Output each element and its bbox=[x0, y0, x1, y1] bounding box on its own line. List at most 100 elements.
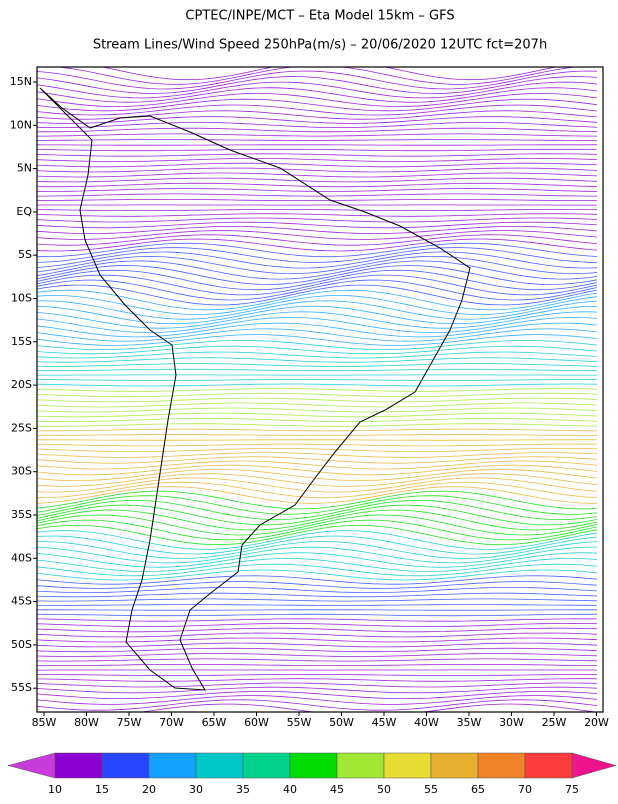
streamline bbox=[37, 398, 597, 402]
lon-label: 20W bbox=[584, 716, 609, 729]
lat-label: 50S bbox=[11, 638, 32, 651]
lon-label: 35W bbox=[457, 716, 482, 729]
lat-label: 15N bbox=[10, 75, 32, 88]
streamline bbox=[37, 140, 597, 141]
colorbar-label: 10 bbox=[48, 783, 62, 796]
streamline bbox=[37, 659, 597, 661]
streamline bbox=[37, 189, 597, 192]
streamline bbox=[37, 122, 597, 127]
lat-label: 35S bbox=[11, 508, 32, 521]
streamline bbox=[37, 393, 597, 396]
colorbar-label: 55 bbox=[424, 783, 438, 796]
streamline bbox=[37, 429, 597, 431]
colorbar-label: 75 bbox=[565, 783, 579, 796]
lon-label: 60W bbox=[244, 716, 269, 729]
lat-label: 5S bbox=[18, 248, 32, 261]
streamline bbox=[37, 256, 597, 273]
lon-label: 55W bbox=[287, 716, 312, 729]
streamline bbox=[37, 364, 597, 367]
streamline bbox=[37, 664, 597, 665]
colorbar-under bbox=[8, 753, 55, 778]
streamline bbox=[37, 60, 597, 79]
streamline bbox=[37, 384, 597, 386]
colorbar-box bbox=[196, 753, 243, 778]
streamline bbox=[37, 199, 597, 200]
colorbar-box bbox=[525, 753, 572, 778]
colorbar-label: 30 bbox=[189, 783, 203, 796]
streamline bbox=[37, 536, 597, 554]
streamline bbox=[37, 623, 597, 626]
streamline bbox=[37, 619, 597, 621]
lat-label: 45S bbox=[11, 595, 32, 608]
streamline bbox=[37, 648, 597, 652]
colorbar-box bbox=[384, 753, 431, 778]
streamline bbox=[37, 453, 597, 458]
lat-label: 55S bbox=[11, 681, 32, 694]
colorbar-box bbox=[149, 753, 196, 778]
streamline bbox=[37, 194, 597, 196]
lat-label: 10S bbox=[11, 292, 32, 305]
colorbar-label: 40 bbox=[283, 783, 297, 796]
colorbar-box bbox=[290, 753, 337, 778]
colorbar-box bbox=[431, 753, 478, 778]
lat-label: 10N bbox=[10, 118, 32, 131]
colorbar-label: 70 bbox=[518, 783, 532, 796]
colorbar-label: 20 bbox=[142, 783, 156, 796]
streamline bbox=[37, 700, 597, 710]
streamline bbox=[37, 214, 597, 217]
streamline bbox=[37, 66, 597, 85]
streamline bbox=[37, 134, 597, 136]
streamline bbox=[37, 183, 597, 187]
streamline bbox=[37, 346, 597, 354]
colorbar-label: 45 bbox=[330, 783, 344, 796]
colorbar-label: 35 bbox=[236, 783, 250, 796]
streamline bbox=[37, 178, 597, 182]
colorbar-box bbox=[243, 753, 290, 778]
streamline bbox=[37, 628, 597, 632]
streamline bbox=[37, 614, 597, 616]
colorbar-label: 65 bbox=[471, 783, 485, 796]
streamline bbox=[37, 444, 597, 446]
lat-label: 5N bbox=[17, 162, 32, 175]
streamline bbox=[37, 222, 597, 228]
colorbar-label: 15 bbox=[95, 783, 109, 796]
streamline bbox=[37, 510, 597, 530]
streamline bbox=[37, 440, 597, 441]
streamline bbox=[37, 605, 597, 606]
streamline bbox=[37, 358, 597, 362]
streamline bbox=[37, 448, 597, 451]
lon-label: 80W bbox=[74, 716, 99, 729]
streamline bbox=[37, 418, 597, 421]
lat-label: 20S bbox=[11, 378, 32, 391]
streamline bbox=[37, 154, 597, 156]
streamline bbox=[37, 633, 597, 637]
streamline bbox=[37, 643, 597, 647]
streamline bbox=[37, 547, 597, 563]
colorbar-label: 50 bbox=[377, 783, 391, 796]
lon-label: 45W bbox=[372, 716, 397, 729]
streamline bbox=[37, 515, 597, 535]
lon-label: 65W bbox=[202, 716, 227, 729]
streamline bbox=[37, 679, 597, 682]
colorbar-box bbox=[102, 753, 149, 778]
streamline bbox=[37, 413, 597, 417]
streamline bbox=[37, 218, 597, 222]
lon-label: 70W bbox=[159, 716, 184, 729]
lat-label: 30S bbox=[11, 465, 32, 478]
colorbar-box bbox=[478, 753, 525, 778]
streamline bbox=[37, 424, 597, 427]
streamline bbox=[37, 149, 597, 150]
lat-label: 15S bbox=[11, 335, 32, 348]
streamline bbox=[37, 275, 597, 295]
streamline bbox=[37, 593, 597, 597]
streamline bbox=[37, 280, 597, 300]
lon-label: 30W bbox=[499, 716, 524, 729]
streamline bbox=[37, 158, 597, 161]
title: CPTEC/INPE/MCT – Eta Model 15km – GFS bbox=[185, 9, 454, 24]
streamline bbox=[37, 564, 597, 576]
streamline bbox=[37, 168, 597, 172]
streamline bbox=[37, 638, 597, 642]
lat-label: 40S bbox=[11, 551, 32, 564]
lat-label: 25S bbox=[11, 421, 32, 434]
